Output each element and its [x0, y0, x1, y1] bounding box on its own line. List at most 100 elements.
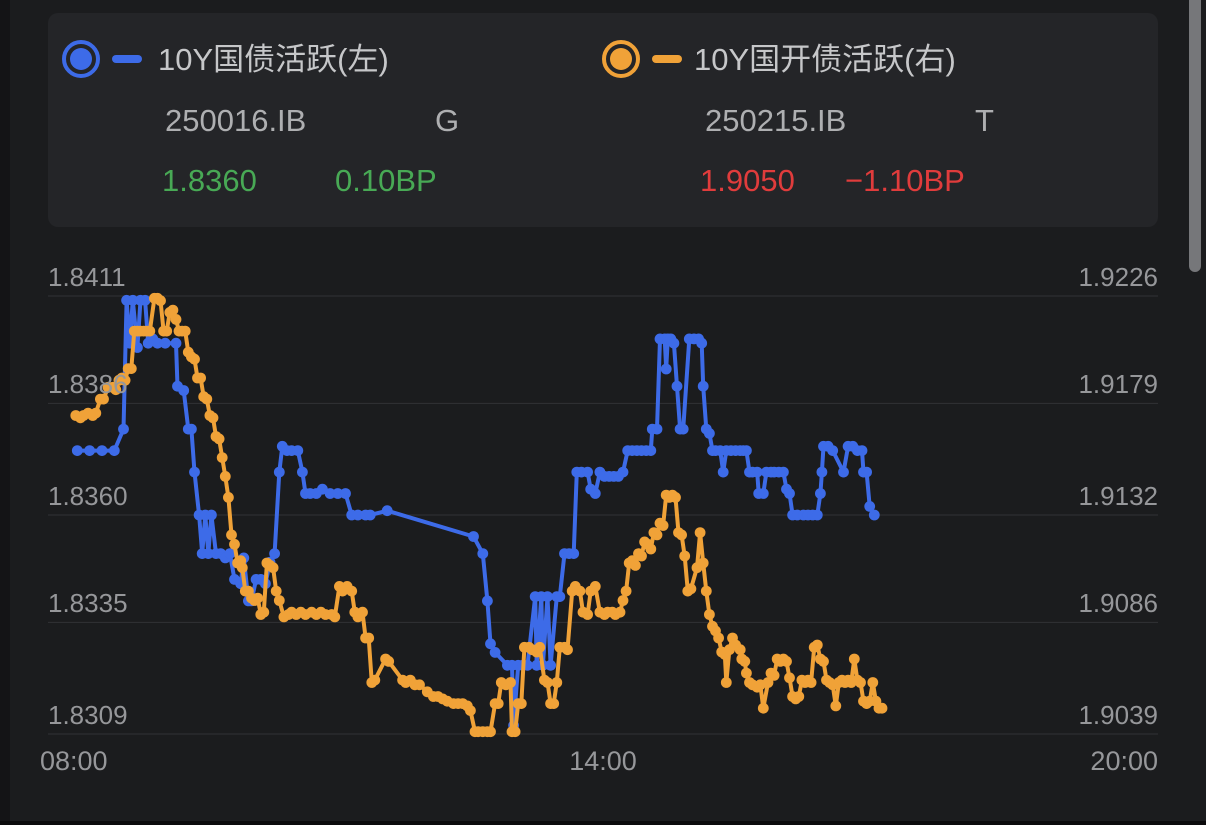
- data-point-cdb: [805, 677, 817, 688]
- x-axis-tick: 14:00: [569, 746, 637, 776]
- data-point-cdb: [465, 705, 476, 716]
- data-point-treasury: [677, 423, 689, 435]
- scrollbar-thumb[interactable]: [1189, 0, 1201, 272]
- data-point-cdb: [223, 492, 234, 503]
- data-point-cdb: [155, 295, 166, 307]
- data-point-cdb: [534, 641, 546, 653]
- y-axis-tick-left: 1.8386: [48, 369, 128, 400]
- data-point-cdb: [509, 726, 521, 738]
- data-point-cdb: [630, 560, 641, 571]
- data-point-cdb: [685, 583, 697, 595]
- data-point-treasury: [269, 548, 280, 559]
- y-axis-tick-left: 1.8411: [48, 262, 126, 292]
- data-point-treasury: [696, 337, 708, 349]
- series-name: 10Y国开债活跃(右): [694, 42, 956, 77]
- data-point-cdb: [574, 585, 586, 597]
- data-point-treasury: [778, 466, 789, 478]
- window-edge-left: [0, 0, 10, 825]
- data-point-cdb: [855, 677, 866, 688]
- data-point-cdb: [226, 529, 237, 541]
- data-point-cdb: [876, 702, 888, 714]
- data-point-cdb: [830, 700, 842, 712]
- data-point-cdb: [515, 698, 527, 709]
- data-point-cdb: [369, 674, 381, 686]
- data-point-treasury: [152, 337, 163, 349]
- data-point-treasury: [582, 466, 593, 478]
- data-point-treasury: [697, 380, 709, 392]
- data-point-cdb: [614, 606, 626, 618]
- data-point-treasury: [352, 509, 364, 521]
- market-flag: G: [435, 103, 460, 138]
- data-point-cdb: [90, 407, 102, 419]
- market-flag: T: [975, 103, 994, 138]
- data-point-treasury: [827, 445, 839, 456]
- data-point-cdb: [414, 679, 425, 691]
- data-point-cdb: [161, 325, 173, 337]
- data-point-treasury: [224, 548, 236, 559]
- y-axis-tick-right: 1.9132: [1078, 481, 1158, 511]
- data-point-treasury: [784, 488, 795, 499]
- legend-item-cdb[interactable]: 10Y国开债活跃(右) 250215.IB T 1.9050 −1.10BP: [588, 13, 1158, 227]
- data-point-cdb: [651, 529, 663, 541]
- data-point-treasury: [704, 428, 715, 439]
- data-point-treasury: [757, 488, 769, 499]
- data-point-cdb: [207, 412, 219, 424]
- data-point-cdb: [620, 585, 632, 597]
- data-point-treasury: [554, 591, 566, 602]
- series-dash-icon: [652, 55, 682, 63]
- security-code: 250016.IB: [165, 103, 307, 138]
- data-point-cdb: [492, 698, 504, 709]
- data-point-cdb: [485, 726, 496, 738]
- data-point-cdb: [110, 384, 122, 396]
- data-point-treasury: [741, 445, 752, 456]
- legend-item-treasury[interactable]: 10Y国债活跃(左) 250016.IB G 1.8360 0.10BP: [48, 13, 588, 227]
- data-point-cdb: [258, 606, 270, 618]
- data-point-cdb: [189, 353, 200, 365]
- series-name: 10Y国债活跃(左): [158, 42, 389, 77]
- data-point-treasury: [589, 488, 601, 499]
- data-point-cdb: [119, 374, 131, 386]
- data-point-cdb: [739, 656, 751, 667]
- data-point-cdb: [542, 677, 553, 688]
- data-point-cdb: [329, 611, 341, 623]
- data-point-cdb: [617, 595, 629, 606]
- data-point-cdb: [346, 585, 358, 597]
- y-axis-tick-left: 1.8335: [48, 588, 128, 619]
- data-point-treasury: [717, 466, 729, 478]
- data-point-treasury: [364, 509, 376, 521]
- data-point-cdb: [741, 667, 752, 679]
- security-code: 250215.IB: [705, 103, 847, 138]
- radio-selected-icon[interactable]: [602, 40, 640, 78]
- data-point-cdb: [793, 691, 805, 702]
- data-point-treasury: [660, 363, 672, 375]
- y-axis-tick-right: 1.9039: [1078, 700, 1158, 730]
- data-point-treasury: [645, 445, 657, 456]
- data-point-cdb: [700, 585, 712, 597]
- data-point-treasury: [189, 466, 200, 478]
- data-point-treasury: [381, 505, 393, 517]
- data-point-cdb: [195, 372, 207, 384]
- data-point-cdb: [548, 698, 560, 709]
- data-point-treasury: [139, 294, 151, 306]
- radio-selected-icon[interactable]: [62, 40, 100, 78]
- data-point-treasury: [340, 488, 351, 499]
- data-point-treasury: [545, 659, 556, 671]
- data-point-cdb: [811, 639, 823, 651]
- data-point-treasury: [273, 466, 285, 478]
- data-point-cdb: [505, 677, 516, 688]
- data-point-treasury: [297, 466, 308, 478]
- data-point-cdb: [273, 595, 285, 606]
- window-edge-bottom: [0, 821, 1206, 825]
- data-point-cdb: [219, 471, 231, 482]
- y-axis-tick-left: 1.8309: [48, 700, 128, 730]
- data-point-cdb: [270, 585, 282, 597]
- data-point-cdb: [867, 677, 879, 688]
- data-point-treasury: [485, 638, 496, 650]
- data-point-cdb: [383, 656, 395, 667]
- data-point-treasury: [96, 445, 108, 456]
- data-point-cdb: [144, 325, 156, 337]
- data-point-cdb: [768, 670, 780, 681]
- x-axis-tick: 20:00: [1090, 746, 1158, 776]
